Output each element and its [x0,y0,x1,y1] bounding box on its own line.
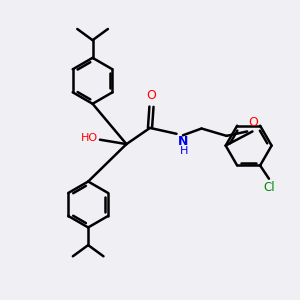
Text: HO: HO [81,133,98,143]
Text: O: O [146,89,156,102]
Text: Cl: Cl [264,181,275,194]
Text: N: N [178,135,188,148]
Text: H: H [180,146,188,156]
Text: O: O [248,116,258,129]
